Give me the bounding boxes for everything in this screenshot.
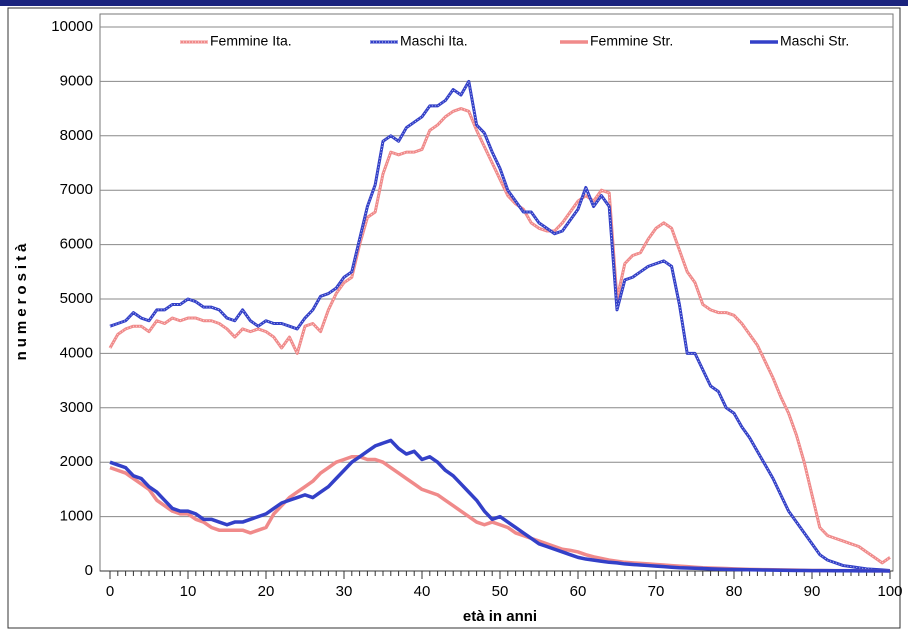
chart-frame <box>7 7 901 629</box>
legend-label: Maschi Str. <box>780 33 849 49</box>
x-tick-label: 70 <box>648 583 665 600</box>
y-tick-label: 7000 <box>60 181 93 198</box>
y-tick-label: 2000 <box>60 453 93 470</box>
legend-label: Femmine Str. <box>590 33 673 49</box>
x-axis-label: età in anni <box>463 608 537 625</box>
y-tick-label: 3000 <box>60 399 93 416</box>
x-tick-label: 50 <box>492 583 509 600</box>
top-bar <box>0 0 908 6</box>
legend-label: Femmine Ita. <box>210 33 292 49</box>
y-tick-label: 4000 <box>60 344 93 361</box>
x-tick-label: 80 <box>726 583 743 600</box>
x-tick-label: 90 <box>804 583 821 600</box>
x-tick-label: 40 <box>414 583 431 600</box>
x-tick-label: 0 <box>106 583 114 600</box>
plot-area <box>99 13 894 572</box>
y-axis-label: numerosità <box>13 240 30 361</box>
series-line-texture <box>109 108 891 564</box>
y-tick-label: 8000 <box>60 127 93 144</box>
x-tick-label: 30 <box>336 583 353 600</box>
y-tick-label: 6000 <box>60 236 93 253</box>
x-tick-label: 10 <box>180 583 197 600</box>
x-tick-label: 100 <box>877 583 902 600</box>
y-tick-label: 0 <box>85 562 93 579</box>
y-tick-label: 10000 <box>51 18 93 35</box>
legend-label: Maschi Ita. <box>400 33 468 49</box>
series-line-texture <box>109 80 891 571</box>
x-tick-label: 20 <box>258 583 275 600</box>
y-tick-label: 1000 <box>60 508 93 525</box>
x-tick-label: 60 <box>570 583 587 600</box>
series-line <box>109 438 891 573</box>
y-tick-label: 5000 <box>60 290 93 307</box>
y-tick-label: 9000 <box>60 72 93 89</box>
